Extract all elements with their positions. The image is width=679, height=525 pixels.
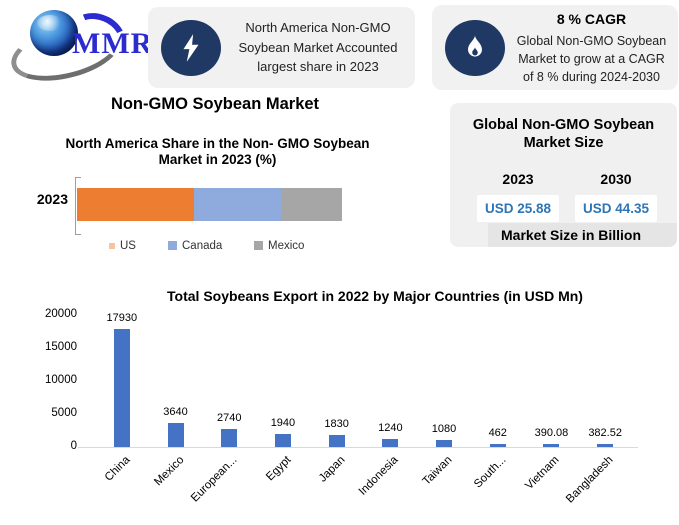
segment-mexico xyxy=(281,187,342,221)
y-axis-tick: 15000 xyxy=(45,341,77,353)
panel-footnote: Market Size in Billion xyxy=(488,223,677,247)
bar-value-label: 3640 xyxy=(163,405,188,418)
bar-value-label: 1240 xyxy=(378,421,403,434)
legend-label: Canada xyxy=(182,239,223,252)
bar-taiwan xyxy=(436,439,453,447)
bar-bangladesh xyxy=(597,444,614,447)
bar-value-label: 1080 xyxy=(431,422,457,435)
legend-swatch xyxy=(254,241,263,251)
panel-title: Global Non-GMO Soybean Market Size xyxy=(472,117,655,152)
bar-value-label: 1830 xyxy=(324,417,349,430)
bar-european xyxy=(221,428,238,447)
lightning-icon xyxy=(161,19,221,76)
bar-indonesia xyxy=(382,438,399,447)
stacked-bar xyxy=(77,187,342,221)
bar-egypt xyxy=(274,434,291,447)
bar-mexico xyxy=(167,422,184,447)
highlight-cagr: 8 % CAGR Global Non-GMO Soybean Market t… xyxy=(432,5,678,90)
north-america-share-chart: North America Share in the Non- GMO Soyb… xyxy=(30,136,405,254)
cagr-body: Global Non-GMO Soybean Market to grow at… xyxy=(516,33,667,85)
bar-value-label: 2740 xyxy=(217,411,242,424)
highlight-text: North America Non-GMO Soybean Market Acc… xyxy=(238,20,398,75)
share-chart-category-label: 2023 xyxy=(36,190,68,207)
page-title: Non-GMO Soybean Market xyxy=(110,95,320,113)
bar-value-label: 17930 xyxy=(106,311,138,324)
globe-icon xyxy=(30,10,78,56)
flame-icon xyxy=(445,19,505,76)
legend-swatch xyxy=(109,242,115,249)
market-size-panel: Global Non-GMO Soybean Market Size 2023 … xyxy=(450,103,677,247)
y-axis-tick: 10000 xyxy=(45,374,77,386)
bar-value-label: 1940 xyxy=(270,417,296,430)
cagr-title: 8 % CAGR xyxy=(556,10,627,27)
bar-value-label: 382.52 xyxy=(588,427,622,440)
segment-us xyxy=(77,187,194,221)
panel-year-2030: 2030 xyxy=(600,171,632,187)
y-axis-tick: 20000 xyxy=(45,308,77,320)
bar-south xyxy=(489,443,506,447)
share-chart-legend: US Canada Mexico xyxy=(30,240,405,254)
export-chart-x-axis xyxy=(78,447,638,448)
bar-china xyxy=(113,328,130,447)
highlight-north-america-share: North America Non-GMO Soybean Market Acc… xyxy=(148,7,415,88)
panel-value-2023: USD 25.88 xyxy=(477,195,559,222)
legend-item-us: US xyxy=(109,240,136,252)
mmr-logo: MMR xyxy=(5,2,154,91)
bar-value-label: 462 xyxy=(488,426,507,439)
highlight-text-block: 8 % CAGR Global Non-GMO Soybean Market t… xyxy=(505,9,678,86)
legend-label: Mexico xyxy=(268,239,305,252)
panel-year-2023: 2023 xyxy=(502,171,534,187)
y-axis-tick: 0 xyxy=(70,440,77,452)
bar-vietnam xyxy=(543,444,560,447)
share-chart-plot: 2023 xyxy=(30,176,405,235)
legend-swatch xyxy=(168,241,177,251)
legend-item-canada: Canada xyxy=(168,240,222,252)
legend-label: US xyxy=(120,239,136,252)
export-chart-title: Total Soybeans Export in 2022 by Major C… xyxy=(167,288,583,304)
soybean-export-chart: Total Soybeans Export in 2022 by Major C… xyxy=(35,288,667,525)
logo-text: MMR xyxy=(72,27,154,60)
share-chart-axis xyxy=(75,176,81,235)
legend-item-mexico: Mexico xyxy=(254,240,304,252)
panel-value-2030: USD 44.35 xyxy=(575,195,657,222)
y-axis-tick: 5000 xyxy=(51,407,77,419)
bar-value-label: 390.08 xyxy=(534,427,569,440)
segment-canada xyxy=(193,187,282,221)
bar-japan xyxy=(328,434,345,447)
share-chart-title: North America Share in the Non- GMO Soyb… xyxy=(65,136,370,167)
